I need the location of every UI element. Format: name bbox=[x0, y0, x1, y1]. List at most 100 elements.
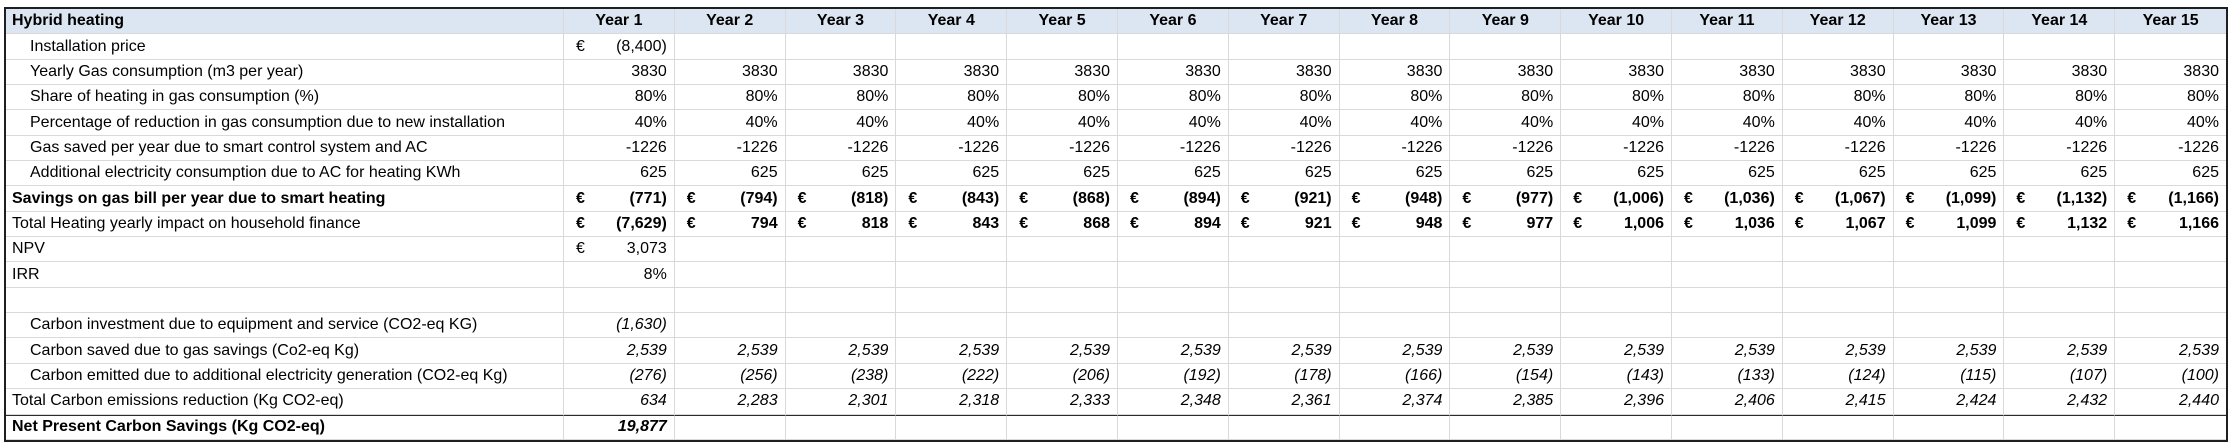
value-cell[interactable] bbox=[1007, 313, 1118, 339]
value-cell[interactable] bbox=[2004, 34, 2116, 60]
value-cell[interactable]: (133) bbox=[1672, 363, 1783, 390]
value-cell[interactable]: 3830 bbox=[1450, 59, 1562, 86]
value-cell[interactable] bbox=[1561, 313, 1672, 339]
value-cell[interactable]: (166) bbox=[1339, 363, 1451, 390]
value-cell[interactable]: 2,348 bbox=[1118, 389, 1229, 415]
value-cell[interactable]: 2,539 bbox=[1007, 338, 1118, 364]
row-label-cell[interactable]: Carbon saved due to gas savings (Co2-eq … bbox=[6, 338, 564, 364]
column-header-year-14[interactable]: Year 14 bbox=[2004, 9, 2116, 35]
value-cell[interactable]: € (8,400) bbox=[564, 34, 675, 60]
value-cell[interactable]: €1,132 bbox=[2004, 211, 2116, 238]
value-cell[interactable] bbox=[2115, 34, 2226, 60]
value-cell[interactable]: € (818) bbox=[785, 186, 897, 212]
row-label-cell[interactable]: Percentage of reduction in gas consumpti… bbox=[6, 110, 564, 136]
value-cell[interactable] bbox=[896, 414, 1008, 440]
value-cell[interactable]: 40% bbox=[564, 110, 675, 136]
value-cell[interactable]: 80% bbox=[564, 85, 675, 111]
column-header-year-1[interactable]: Year 1 bbox=[564, 9, 675, 35]
value-cell[interactable]: (115) bbox=[1893, 363, 2005, 390]
value-cell[interactable]: 40% bbox=[1339, 110, 1451, 136]
value-cell[interactable]: -1226 bbox=[1782, 135, 1894, 162]
value-cell[interactable] bbox=[1893, 237, 2005, 263]
value-cell[interactable]: € (7,629) bbox=[564, 211, 675, 238]
value-cell[interactable]: €1,166 bbox=[2115, 212, 2226, 238]
value-cell[interactable]: 40% bbox=[1893, 110, 2005, 136]
value-cell[interactable]: 40% bbox=[896, 110, 1008, 136]
value-cell[interactable]: (107) bbox=[2004, 363, 2116, 390]
value-cell[interactable]: 2,539 bbox=[2115, 338, 2226, 364]
value-cell[interactable]: (222) bbox=[896, 363, 1008, 390]
value-cell[interactable] bbox=[1672, 262, 1783, 288]
value-cell[interactable] bbox=[1118, 287, 1229, 314]
value-cell[interactable]: -1226 bbox=[785, 135, 897, 162]
value-cell[interactable]: (143) bbox=[1561, 363, 1672, 390]
value-cell[interactable]: €868 bbox=[1007, 211, 1118, 238]
value-cell[interactable]: 80% bbox=[1118, 85, 1229, 111]
value-cell[interactable]: 2,318 bbox=[896, 389, 1008, 415]
value-cell[interactable]: 2,539 bbox=[2004, 338, 2116, 364]
value-cell[interactable] bbox=[1118, 414, 1229, 440]
value-cell[interactable] bbox=[1893, 34, 2005, 60]
value-cell[interactable]: -1226 bbox=[1007, 135, 1118, 162]
value-cell[interactable]: €948 bbox=[1339, 211, 1451, 238]
value-cell[interactable] bbox=[1007, 237, 1118, 263]
value-cell[interactable]: €1,006 bbox=[1561, 211, 1672, 238]
value-cell[interactable]: 40% bbox=[2004, 110, 2116, 136]
value-cell[interactable] bbox=[1561, 414, 1672, 440]
value-cell[interactable] bbox=[1450, 414, 1562, 440]
value-cell[interactable]: 625 bbox=[1007, 161, 1118, 187]
value-cell[interactable] bbox=[1782, 287, 1894, 314]
value-cell[interactable] bbox=[1228, 287, 1340, 314]
value-cell[interactable]: 2,539 bbox=[1339, 338, 1451, 364]
value-cell[interactable]: 2,539 bbox=[1672, 338, 1783, 364]
value-cell[interactable]: 80% bbox=[1782, 85, 1894, 111]
value-cell[interactable] bbox=[1118, 34, 1229, 60]
value-cell[interactable] bbox=[1893, 262, 2005, 288]
row-label-cell[interactable]: Net Present Carbon Savings (Kg CO2-eq) bbox=[6, 414, 564, 440]
value-cell[interactable]: (124) bbox=[1782, 363, 1894, 390]
column-header-year-8[interactable]: Year 8 bbox=[1339, 9, 1451, 35]
value-cell[interactable] bbox=[1339, 262, 1451, 288]
value-cell[interactable]: 625 bbox=[785, 161, 897, 187]
value-cell[interactable]: 3830 bbox=[1561, 59, 1672, 86]
value-cell[interactable]: 3830 bbox=[1228, 59, 1340, 86]
row-label-cell[interactable]: Total Heating yearly impact on household… bbox=[6, 211, 564, 238]
value-cell[interactable]: 625 bbox=[564, 161, 675, 187]
value-cell[interactable]: -1226 bbox=[1450, 135, 1562, 162]
value-cell[interactable]: 3830 bbox=[896, 59, 1008, 86]
value-cell[interactable] bbox=[674, 237, 786, 263]
value-cell[interactable]: 19,877 bbox=[564, 414, 675, 440]
value-cell[interactable] bbox=[1007, 34, 1118, 60]
value-cell[interactable] bbox=[1893, 287, 2005, 314]
column-header-year-10[interactable]: Year 10 bbox=[1561, 9, 1672, 35]
value-cell[interactable]: 80% bbox=[1672, 85, 1783, 111]
value-cell[interactable] bbox=[1118, 262, 1229, 288]
value-cell[interactable]: € (1,036) bbox=[1672, 186, 1783, 212]
value-cell[interactable]: € (868) bbox=[1007, 186, 1118, 212]
value-cell[interactable]: 80% bbox=[1228, 85, 1340, 111]
value-cell[interactable]: 2,374 bbox=[1339, 389, 1451, 415]
value-cell[interactable] bbox=[1118, 237, 1229, 263]
value-cell[interactable] bbox=[1339, 313, 1451, 339]
value-cell[interactable] bbox=[1782, 414, 1894, 440]
value-cell[interactable]: 625 bbox=[674, 161, 786, 187]
value-cell[interactable]: (154) bbox=[1450, 363, 1562, 390]
column-header-year-2[interactable]: Year 2 bbox=[674, 9, 786, 35]
value-cell[interactable]: 2,301 bbox=[785, 389, 897, 415]
value-cell[interactable]: 40% bbox=[1118, 110, 1229, 136]
value-cell[interactable]: (238) bbox=[785, 363, 897, 390]
column-header-year-12[interactable]: Year 12 bbox=[1782, 9, 1894, 35]
value-cell[interactable]: 80% bbox=[1339, 85, 1451, 111]
value-cell[interactable]: 2,440 bbox=[2115, 389, 2226, 415]
value-cell[interactable]: (206) bbox=[1007, 363, 1118, 390]
value-cell[interactable] bbox=[1450, 287, 1562, 314]
sheet-title-cell[interactable]: Hybrid heating bbox=[6, 9, 564, 35]
value-cell[interactable] bbox=[785, 34, 897, 60]
value-cell[interactable]: -1226 bbox=[564, 135, 675, 162]
value-cell[interactable]: €977 bbox=[1450, 211, 1562, 238]
value-cell[interactable]: 80% bbox=[1561, 85, 1672, 111]
value-cell[interactable] bbox=[1339, 414, 1451, 440]
column-header-year-9[interactable]: Year 9 bbox=[1450, 9, 1562, 35]
value-cell[interactable]: 2,539 bbox=[896, 338, 1008, 364]
value-cell[interactable] bbox=[1672, 414, 1783, 440]
